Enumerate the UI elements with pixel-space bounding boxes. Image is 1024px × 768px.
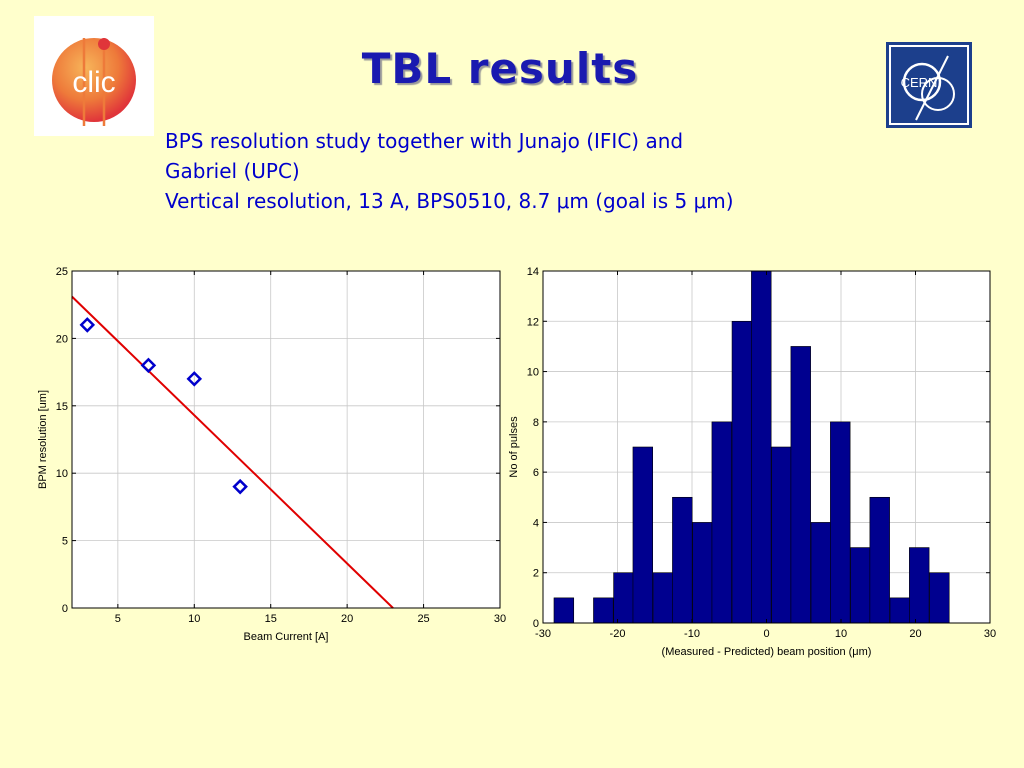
histogram-y-tick-label: 4	[533, 517, 539, 529]
histogram-bar	[771, 446, 792, 624]
histogram-bar	[632, 446, 654, 624]
scatter-x-tick-label: 25	[417, 613, 429, 625]
histogram-x-tick-label: 10	[835, 628, 847, 640]
histogram-bar	[909, 547, 930, 624]
subtitle-line-1: BPS resolution study together with Junaj…	[165, 129, 684, 153]
data-point-marker	[140, 357, 157, 374]
scatter-y-tick-label: 15	[56, 401, 68, 413]
histogram-bar	[553, 597, 575, 624]
histogram-bar	[869, 496, 890, 624]
histogram-bar	[731, 320, 753, 624]
histogram-bar	[751, 270, 772, 624]
scatter-y-tick-label: 10	[56, 468, 68, 480]
histogram-y-tick-label: 14	[527, 266, 539, 278]
histogram-x-tick-label: -10	[684, 628, 700, 640]
histogram-x-tick-label: -30	[535, 628, 551, 640]
histogram-bar	[613, 572, 634, 624]
scatter-y-tick-label: 25	[56, 266, 68, 278]
histogram-y-tick-label: 0	[533, 618, 539, 630]
histogram-bar	[889, 597, 911, 624]
scatter-y-tick-label: 5	[62, 536, 68, 548]
scatter-x-tick-label: 15	[265, 613, 277, 625]
histogram-bar	[672, 496, 693, 624]
data-point-marker	[186, 371, 203, 387]
clic-logo: clic	[34, 16, 154, 136]
subtitle-line-2: Gabriel (UPC)	[165, 159, 300, 183]
histogram-x-tick-label: 20	[909, 628, 921, 640]
histogram-bar	[692, 522, 713, 624]
histogram-y-tick-label: 8	[533, 417, 539, 429]
cern-logo: CERN	[886, 42, 972, 128]
histogram-bar	[850, 547, 871, 624]
clic-logo-text: clic	[72, 66, 115, 99]
histogram-bar	[593, 597, 614, 624]
histogram-bar	[929, 572, 950, 624]
scatter-y-tick-label: 20	[56, 333, 68, 345]
histogram-bar	[711, 421, 732, 624]
histogram-y-tick-label: 12	[527, 316, 539, 328]
cern-logo-icon: CERN	[886, 42, 972, 128]
histogram-y-tick-label: 10	[527, 367, 539, 379]
data-point-marker	[79, 317, 96, 333]
histogram-bar	[830, 421, 851, 624]
data-point-marker	[232, 478, 248, 495]
histogram-bar	[790, 346, 811, 624]
histogram-bar	[652, 572, 674, 624]
histogram-x-axis-label: (Measured - Predicted) beam position (μm…	[662, 646, 872, 658]
clic-logo-icon: clic	[52, 38, 136, 126]
scatter-plot-area	[72, 271, 500, 608]
scatter-x-axis-label: Beam Current [A]	[244, 631, 329, 643]
histogram-x-tick-label: 30	[984, 628, 996, 640]
scatter-y-axis-label: BPM resolution [um]	[37, 390, 49, 489]
scatter-x-tick-label: 30	[494, 613, 506, 625]
cern-logo-text: CERN	[901, 75, 938, 90]
scatter-y-tick-label: 0	[62, 603, 68, 615]
histogram-x-tick-label: 0	[763, 628, 769, 640]
slide-title: TBL results	[361, 44, 639, 93]
subtitle-line-3: Vertical resolution, 13 A, BPS0510, 8.7 …	[165, 189, 734, 213]
scatter-axes-frame	[71, 270, 501, 609]
histogram-bar	[810, 522, 832, 624]
slide-subtitle: BPS resolution study together with Junaj…	[165, 126, 865, 216]
histogram-x-tick-label: -20	[610, 628, 626, 640]
histogram-y-tick-label: 6	[533, 467, 539, 479]
histogram-y-axis-label: No of pulses	[508, 416, 520, 478]
scatter-x-tick-label: 10	[188, 613, 200, 625]
scatter-x-tick-label: 5	[115, 613, 121, 625]
scatter-x-tick-label: 20	[341, 613, 353, 625]
histogram-y-tick-label: 2	[533, 568, 539, 580]
fit-line	[71, 295, 394, 609]
